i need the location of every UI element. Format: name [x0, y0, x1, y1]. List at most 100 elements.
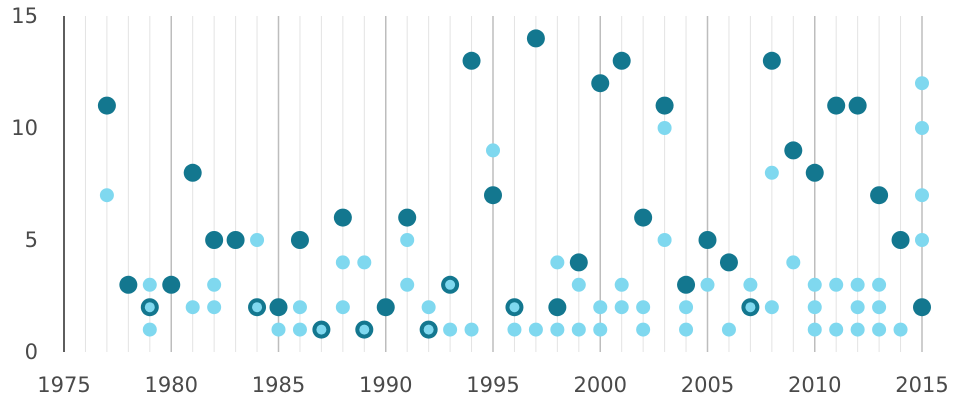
- data-point-dark: [762, 51, 781, 70]
- data-point-light: [593, 300, 608, 315]
- data-point-light: [292, 300, 307, 315]
- data-point-light: [915, 76, 929, 91]
- data-point-dark: [183, 163, 202, 182]
- data-point-light: [550, 255, 565, 270]
- data-point-dark: [655, 96, 674, 115]
- data-point-dark: [398, 208, 417, 227]
- data-point-dark: [462, 51, 481, 70]
- data-point-light: [850, 322, 865, 337]
- data-point-dark: [97, 96, 116, 115]
- data-point-dark: [484, 186, 502, 205]
- y-tick-label: 10: [11, 116, 38, 140]
- data-point-light: [807, 277, 822, 292]
- data-point-light: [893, 322, 908, 337]
- data-point-light: [335, 300, 350, 315]
- data-point-dark: [290, 231, 309, 249]
- data-point-dark: [719, 253, 738, 272]
- data-point-light: [207, 277, 222, 292]
- data-point-dark: [848, 96, 867, 115]
- data-point-dark: [226, 231, 245, 249]
- y-tick-label: 15: [11, 4, 38, 28]
- data-point-light: [872, 277, 887, 292]
- data-point-light: [657, 233, 672, 247]
- data-point-dark: [634, 208, 653, 227]
- data-point-light: [571, 277, 586, 292]
- data-point-light: [271, 322, 286, 337]
- data-point-light-overlap: [359, 324, 370, 335]
- x-tick-label: 2015: [895, 373, 948, 397]
- data-point-light: [829, 322, 844, 337]
- y-tick-label: 5: [25, 228, 38, 252]
- data-point-light: [829, 277, 844, 292]
- data-point-light: [872, 322, 887, 337]
- data-point-dark: [827, 96, 846, 115]
- data-point-light: [636, 300, 651, 315]
- data-point-light: [292, 322, 307, 337]
- x-tick-label: 1990: [359, 373, 412, 397]
- data-point-light-overlap: [509, 302, 520, 313]
- data-point-light: [807, 300, 822, 315]
- data-point-light: [357, 255, 372, 270]
- x-tick-label: 1995: [466, 373, 519, 397]
- data-point-light: [786, 255, 801, 270]
- data-point-dark: [677, 275, 696, 294]
- data-point-light-overlap: [445, 279, 456, 290]
- data-point-dark: [526, 29, 545, 48]
- x-tick-label: 1985: [252, 373, 305, 397]
- data-point-light: [636, 322, 651, 337]
- data-point-dark: [269, 298, 288, 317]
- data-point-light: [807, 322, 822, 337]
- data-point-light: [614, 277, 629, 292]
- data-point-dark: [870, 186, 889, 205]
- data-point-light: [335, 255, 350, 270]
- data-point-dark: [333, 208, 352, 227]
- series-dark-points: [97, 29, 931, 339]
- data-point-light-overlap: [423, 324, 434, 335]
- data-point-dark: [612, 51, 631, 70]
- data-point-dark: [891, 231, 910, 249]
- data-point-light: [679, 300, 694, 315]
- x-tick-label: 2005: [681, 373, 734, 397]
- data-point-light-overlap: [745, 302, 756, 313]
- data-point-light: [142, 322, 157, 337]
- data-point-light: [593, 322, 608, 337]
- data-point-light: [421, 300, 436, 315]
- data-point-light: [872, 300, 887, 315]
- data-point-light: [250, 233, 265, 247]
- data-point-light: [400, 233, 415, 247]
- data-point-light: [679, 322, 694, 337]
- y-tick-label: 0: [25, 340, 38, 364]
- data-point-dark: [591, 74, 610, 93]
- data-point-dark: [805, 163, 824, 182]
- data-point-light-overlap: [316, 324, 327, 335]
- data-point-dark: [548, 298, 567, 317]
- data-point-light: [550, 322, 565, 337]
- data-point-light: [850, 277, 865, 292]
- data-point-light: [700, 277, 715, 292]
- data-point-light: [185, 300, 200, 315]
- data-point-light-overlap: [252, 302, 263, 313]
- data-point-light: [400, 277, 415, 292]
- x-tick-label: 1975: [37, 373, 90, 397]
- data-point-light: [99, 188, 114, 203]
- data-point-light: [721, 322, 736, 337]
- overlay-points: [144, 279, 756, 335]
- x-tick-label: 1980: [145, 373, 198, 397]
- data-point-dark: [698, 231, 717, 249]
- data-point-dark: [205, 231, 224, 249]
- data-point-light: [464, 322, 479, 337]
- data-point-light: [207, 300, 222, 315]
- tick-labels: 1975 1980 1985 1990 1995 2000 2005 2010 2015 0 5 10…: [11, 4, 948, 397]
- x-tick-label: 2000: [574, 373, 627, 397]
- data-point-dark: [784, 141, 803, 160]
- data-point-dark: [119, 275, 138, 294]
- data-point-light: [528, 322, 543, 337]
- data-point-light: [443, 322, 458, 337]
- data-point-dark: [376, 298, 395, 317]
- data-point-light: [142, 277, 157, 292]
- x-tick-label: 2010: [788, 373, 841, 397]
- data-point-light: [571, 322, 586, 337]
- data-point-light: [614, 300, 629, 315]
- data-point-light: [764, 300, 779, 315]
